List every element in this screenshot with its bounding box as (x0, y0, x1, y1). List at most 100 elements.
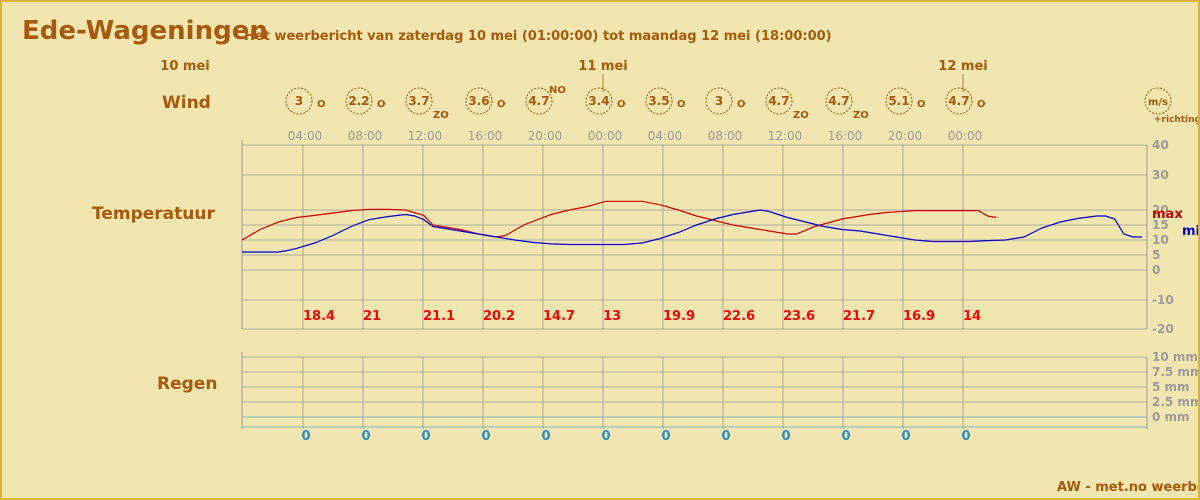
wind-direction: ZO (433, 110, 449, 121)
temp-value-label: 16.9 (903, 309, 935, 324)
temp-tick-label: 40 (1152, 138, 1169, 152)
temp-value-label: 23.6 (783, 309, 815, 324)
wind-direction: ZO (853, 110, 869, 121)
wind-marker: 4.7 O (945, 87, 986, 115)
rain-value-label: 0 (481, 429, 490, 444)
wind-circle (405, 87, 433, 115)
wind-direction: O (497, 99, 506, 110)
temp-tick-label: -10 (1152, 293, 1174, 307)
wind-direction: NO (549, 85, 566, 96)
time-tick-label: 20:00 (888, 129, 923, 143)
rain-value-label: 0 (601, 429, 610, 444)
wind-speed: 3 (715, 94, 723, 108)
time-tick-label: 16:00 (468, 129, 503, 143)
wind-circle (945, 87, 973, 115)
wind-marker: 3.6 O (465, 87, 506, 115)
rain-tick-label: 5 mm (1152, 380, 1190, 394)
time-tick-label: 04:00 (288, 129, 323, 143)
rain-value-label: 0 (301, 429, 310, 444)
wind-direction: O (917, 99, 926, 110)
time-tick-label: 16:00 (828, 129, 863, 143)
temp-tick-label: 0 (1152, 263, 1160, 277)
time-tick-label: 04:00 (648, 129, 683, 143)
day-label: 12 mei (938, 59, 987, 74)
wind-circle (585, 87, 613, 115)
rain-tick-label: 0 mm (1152, 410, 1190, 424)
wind-marker: 5.1 O (885, 87, 926, 115)
time-axis: 04:00 08:00 12:00 16:00 20:00 00:00 04:00 08:00… (288, 129, 983, 143)
wind-direction: O (677, 99, 686, 110)
wind-direction: O (617, 99, 626, 110)
temp-value-label: 19.9 (663, 309, 695, 324)
rain-value-label: 0 (361, 429, 370, 444)
wind-speed: 4.7 (768, 94, 789, 108)
wind-circle (645, 87, 673, 115)
time-tick-label: 08:00 (348, 129, 383, 143)
wind-circle (765, 87, 793, 115)
rain-panel: 10 mm7.5 mm5 mm2.5 mm0 mm 0 0 0 0 0 0 0 0 0 0 0 0 (241, 350, 1198, 444)
rain-value-label: 0 (661, 429, 670, 444)
wind-speed: 3.6 (468, 94, 489, 108)
wind-direction: O (977, 99, 986, 110)
rain-value-label: 0 (841, 429, 850, 444)
wind-unit-note: +richting (1154, 115, 1200, 125)
temp-value-label: 20.2 (483, 309, 515, 324)
temp-value-label: 14.7 (543, 309, 575, 324)
temp-tick-label: 15 (1152, 218, 1169, 232)
temp-value-label: 21.7 (843, 309, 875, 324)
rain-value-label: 0 (781, 429, 790, 444)
day-label: 10 mei (160, 59, 209, 74)
temp-value-label: 18.4 (303, 309, 335, 324)
wind-circle (825, 87, 853, 115)
day-label: 11 mei (578, 59, 627, 74)
day-labels: 10 mei 11 mei 12 mei (160, 59, 988, 92)
wind-circle (705, 87, 733, 115)
temp-series-min (242, 209, 1142, 253)
wind-circle (885, 87, 913, 115)
source-credit: AW - met.no weerberi (1057, 480, 1198, 495)
wind-unit-label: m/s (1148, 97, 1168, 108)
time-tick-label: 00:00 (588, 129, 623, 143)
forecast-subtitle: Het weerbericht van zaterdag 10 mei (01:… (244, 29, 832, 44)
rain-value-label: 0 (721, 429, 730, 444)
time-tick-label: 08:00 (708, 129, 743, 143)
wind-direction: O (317, 99, 326, 110)
temp-value-label: 14 (963, 309, 981, 324)
wind-speed: 2.2 (348, 94, 369, 108)
rain-value-label: 0 (961, 429, 970, 444)
wind-marker: 4.7 ZO (825, 87, 869, 121)
wind-marker: 4.7NO (525, 85, 566, 115)
wind-speed: 3.5 (648, 94, 669, 108)
rain-value-label: 0 (421, 429, 430, 444)
wind-speed: 4.7 (948, 94, 969, 108)
wind-speed: 3 (295, 94, 303, 108)
wind-direction: ZO (793, 110, 809, 121)
wind-speed: 4.7 (828, 94, 849, 108)
time-tick-label: 20:00 (528, 129, 563, 143)
wind-marker: 3.5 O (645, 87, 686, 115)
temp-value-label: 21 (363, 309, 381, 324)
wind-unit-circle (1144, 87, 1172, 115)
wind-marker: 3.7 ZO (405, 87, 449, 121)
wind-circle (285, 87, 313, 115)
temperature-row-label: Temperatuur (92, 204, 215, 224)
temp-tick-label: -20 (1152, 322, 1174, 336)
temp-series-max (241, 200, 997, 241)
rain-tick-label: 10 mm (1152, 350, 1198, 364)
wind-speed: 4.7 (528, 94, 549, 108)
wind-unit: m/s +richting (1144, 87, 1200, 125)
wind-circle (525, 87, 553, 115)
rain-value-label: 0 (901, 429, 910, 444)
wind-marker: 4.7 ZO (765, 87, 809, 121)
temp-value-label: 21.1 (423, 309, 455, 324)
wind-marker: 3.4 O (585, 87, 626, 115)
wind-speed: 3.4 (588, 94, 609, 108)
time-tick-label: 00:00 (948, 129, 983, 143)
wind-direction: O (377, 99, 386, 110)
wind-marker: 2.2 O (345, 87, 386, 115)
wind-circle (465, 87, 493, 115)
temp-tick-label: 20 (1152, 203, 1169, 217)
